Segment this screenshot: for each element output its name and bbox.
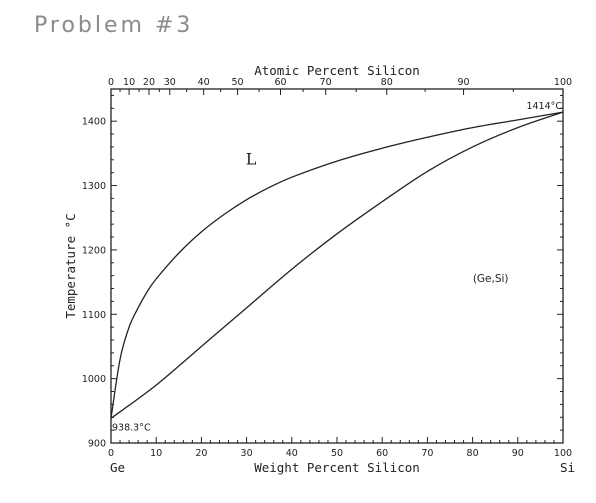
si-melting-point-label: 1414°C: [526, 101, 562, 112]
top-tick-label: 0: [108, 77, 114, 88]
top-tick-label: 20: [143, 77, 155, 88]
right-end-label: Si: [560, 460, 575, 475]
bottom-tick-label: 40: [286, 448, 298, 459]
bottom-tick-label: 70: [421, 448, 433, 459]
y-tick-label: 1000: [82, 374, 106, 385]
bottom-tick-label: 30: [241, 448, 253, 459]
top-tick-label: 60: [274, 77, 286, 88]
top-tick-label: 100: [554, 77, 572, 88]
y-tick-label: 1300: [82, 181, 106, 192]
top-tick-label: 80: [381, 77, 393, 88]
solid-phase-label: (Ge,Si): [473, 273, 509, 285]
y-tick-label: 1200: [82, 245, 106, 256]
bottom-tick-label: 80: [467, 448, 479, 459]
y-tick-label: 900: [88, 439, 106, 450]
ge-melting-point-label: 938.3°C: [112, 422, 151, 433]
bottom-tick-label: 90: [512, 448, 524, 459]
liquidus-curve: [110, 111, 564, 419]
y-tick-label: 1100: [82, 310, 106, 321]
top-tick-label: 30: [164, 77, 176, 88]
y-axis-label: Temperature °C: [63, 213, 78, 318]
bottom-axis-label: Weight Percent Silicon: [254, 460, 420, 475]
bottom-tick-label: 20: [195, 448, 207, 459]
y-tick-label: 1400: [82, 117, 106, 128]
top-tick-label: 10: [123, 77, 135, 88]
curve-group: [110, 111, 564, 419]
left-end-label: Ge: [110, 460, 125, 475]
bottom-tick-label: 60: [376, 448, 388, 459]
plot-frame: [110, 88, 564, 444]
top-axis-label: Atomic Percent Silicon: [254, 63, 420, 78]
tick-group: 0 10 20 30 40 50 60 70 80 90 1000 10 20 30 40 50 60 70 80 9…: [82, 77, 572, 459]
top-tick-label: 50: [232, 77, 244, 88]
top-tick-label: 40: [198, 77, 210, 88]
problem-label: Problem #3: [34, 13, 193, 38]
bottom-tick-label: 10: [150, 448, 162, 459]
bottom-tick-label: 0: [108, 448, 114, 459]
top-tick-label: 90: [458, 77, 470, 88]
bottom-tick-label: 100: [554, 448, 572, 459]
liquid-phase-label: L: [246, 150, 257, 169]
solidus-curve: [110, 111, 564, 419]
top-tick-label: 70: [320, 77, 332, 88]
bottom-tick-label: 50: [331, 448, 343, 459]
annotation-group: L (Ge,Si) 1414°C 938.3°C: [112, 101, 562, 433]
